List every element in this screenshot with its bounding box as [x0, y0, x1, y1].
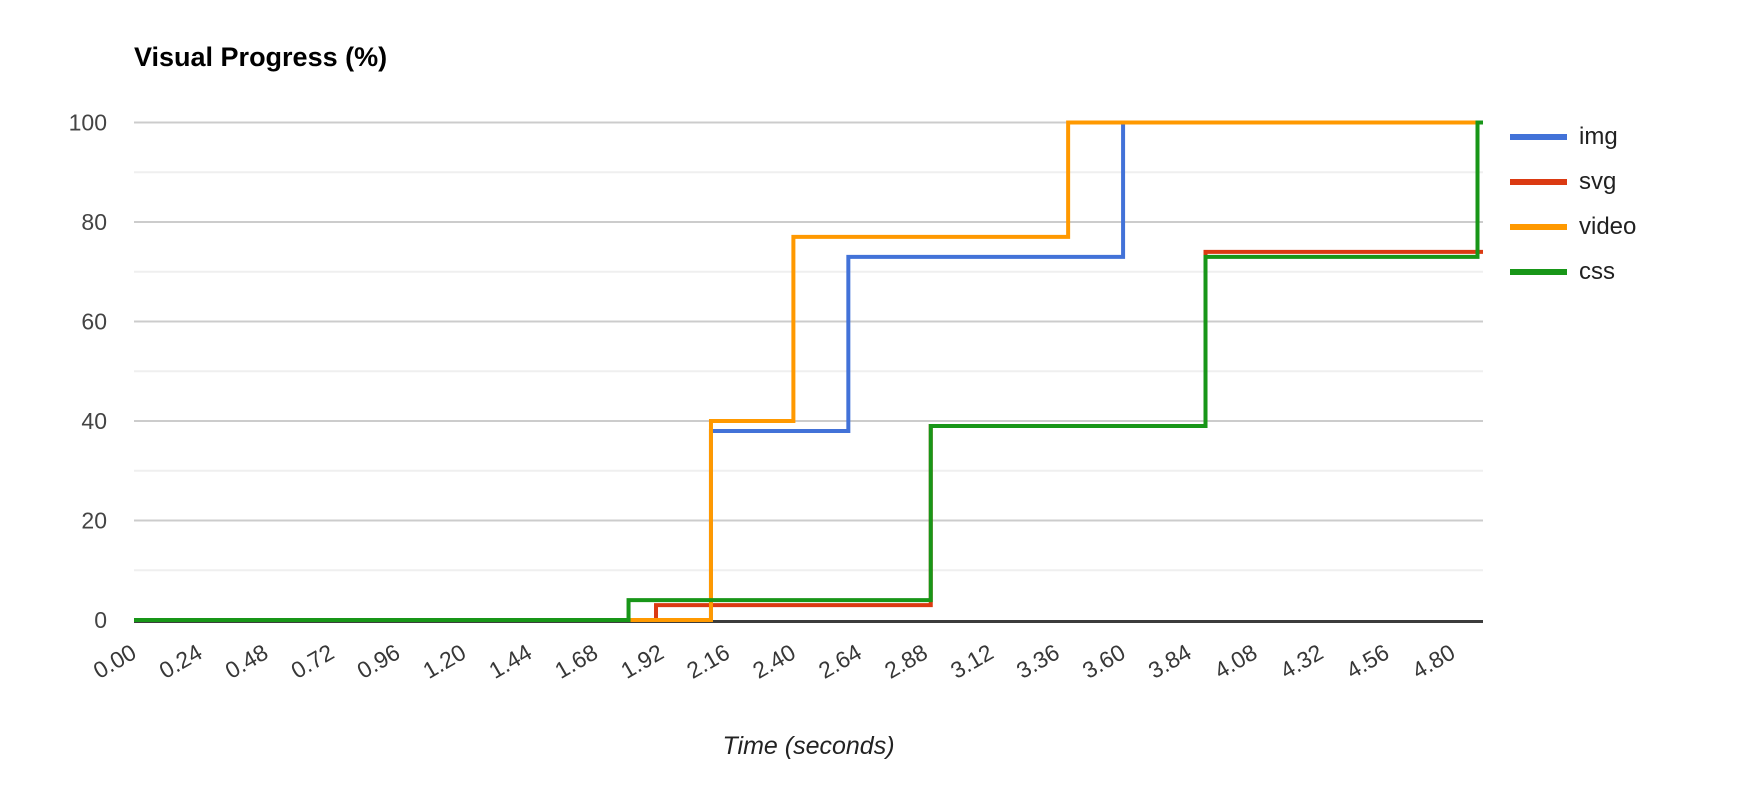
series-line-svg: [134, 249, 1483, 622]
x-tick-label: 3.12: [946, 639, 998, 684]
y-tick-label: 100: [69, 110, 107, 136]
legend-swatch-css: [1510, 268, 1567, 275]
legend-item-css: css: [1510, 249, 1636, 294]
legend-label: svg: [1579, 167, 1617, 195]
legend-swatch-video: [1510, 223, 1567, 230]
legend-swatch-img: [1510, 133, 1567, 140]
legend-label: css: [1579, 257, 1615, 285]
x-tick-label: 0.24: [155, 639, 207, 684]
x-tick-label: 0.48: [221, 639, 273, 684]
x-tick-label: 1.20: [418, 639, 470, 684]
x-tick-label: 1.92: [616, 639, 668, 684]
x-tick-label: 2.64: [814, 639, 866, 684]
legend-label: video: [1579, 212, 1637, 240]
legend-item-img: img: [1510, 114, 1636, 159]
x-tick-label: 0.00: [89, 639, 141, 684]
x-tick-label: 2.40: [748, 639, 800, 684]
x-tick-label: 1.68: [550, 639, 602, 684]
legend: img svg video css: [1510, 114, 1636, 294]
series-line-video: [134, 120, 1483, 622]
legend-item-video: video: [1510, 204, 1636, 249]
y-tick-label: 20: [81, 508, 107, 534]
y-tick-label: 60: [81, 309, 107, 335]
x-tick-label: 4.32: [1276, 639, 1328, 684]
y-tick-label: 0: [94, 607, 107, 633]
legend-item-svg: svg: [1510, 159, 1636, 204]
x-axis-title: Time (seconds): [722, 732, 895, 760]
x-tick-label: 3.84: [1144, 639, 1196, 684]
x-tick-label: 4.56: [1342, 639, 1394, 684]
legend-swatch-svg: [1510, 178, 1567, 185]
series-line-css: [134, 120, 1483, 622]
legend-label: img: [1579, 122, 1618, 150]
x-tick-label: 4.80: [1408, 639, 1460, 684]
x-tick-label: 2.16: [682, 639, 734, 684]
chart-title: Visual Progress (%): [134, 42, 388, 72]
x-tick-label: 0.96: [352, 639, 404, 684]
x-tick-label: 0.72: [287, 639, 339, 684]
x-tick-label: 4.08: [1210, 639, 1262, 684]
x-tick-label: 1.44: [484, 639, 536, 684]
x-tick-label: 3.36: [1012, 639, 1064, 684]
y-tick-label: 80: [81, 209, 107, 235]
y-tick-label: 40: [81, 408, 107, 434]
x-tick-label: 3.60: [1078, 639, 1130, 684]
x-tick-label: 2.88: [880, 639, 932, 684]
